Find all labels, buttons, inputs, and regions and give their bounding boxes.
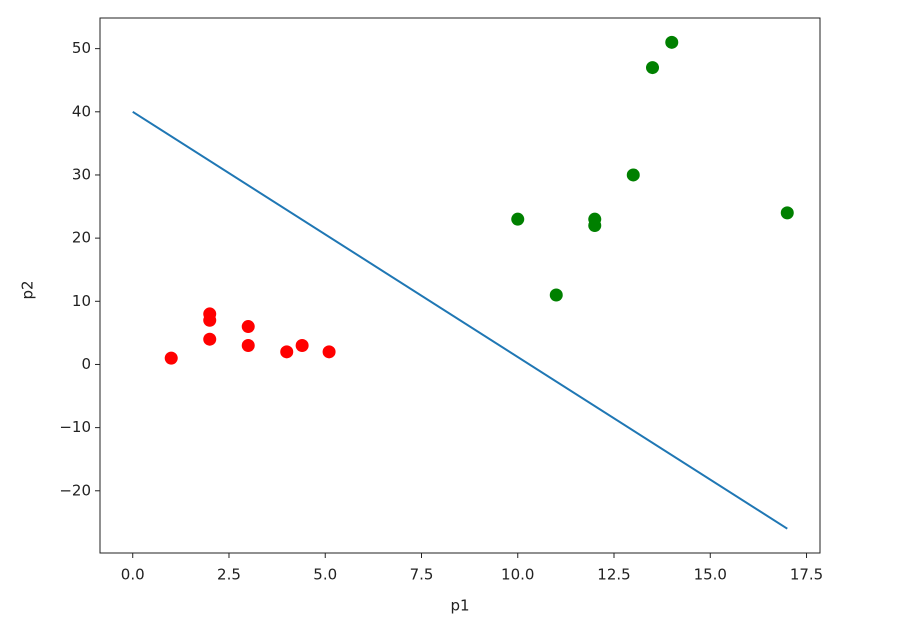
plot-frame — [99, 17, 821, 554]
point — [511, 212, 525, 226]
x-tick-label: 0.0 — [121, 566, 145, 584]
y-tick-label: 10 — [72, 292, 91, 310]
x-tick-label: 12.5 — [597, 566, 630, 584]
y-tick-label: −20 — [59, 481, 91, 499]
point — [280, 345, 294, 359]
y-tick-label: −10 — [59, 418, 91, 436]
point — [780, 206, 794, 220]
y-tick-label: 40 — [72, 102, 91, 120]
x-tick-label: 2.5 — [217, 566, 241, 584]
y-tick-label: 50 — [72, 39, 91, 57]
y-tick-label: 30 — [72, 165, 91, 183]
point — [665, 35, 679, 49]
x-tick-label: 5.0 — [313, 566, 337, 584]
point — [241, 320, 255, 334]
point — [626, 168, 640, 182]
y-tick-label: 0 — [81, 355, 91, 373]
point — [322, 345, 336, 359]
x-tick-label: 7.5 — [410, 566, 434, 584]
point — [241, 339, 255, 353]
point — [646, 61, 660, 75]
point — [164, 351, 178, 365]
point — [549, 288, 563, 302]
x-tick-label: 10.0 — [501, 566, 534, 584]
point — [203, 332, 217, 346]
point — [295, 339, 309, 353]
x-tick-label: 15.0 — [694, 566, 727, 584]
x-tick-label: 17.5 — [790, 566, 823, 584]
point — [588, 218, 602, 232]
line — [132, 110, 788, 530]
y-tick-label: 20 — [72, 229, 91, 247]
y-axis-label: p2 — [19, 280, 37, 299]
x-axis-label: p1 — [450, 597, 469, 615]
point — [203, 313, 217, 327]
